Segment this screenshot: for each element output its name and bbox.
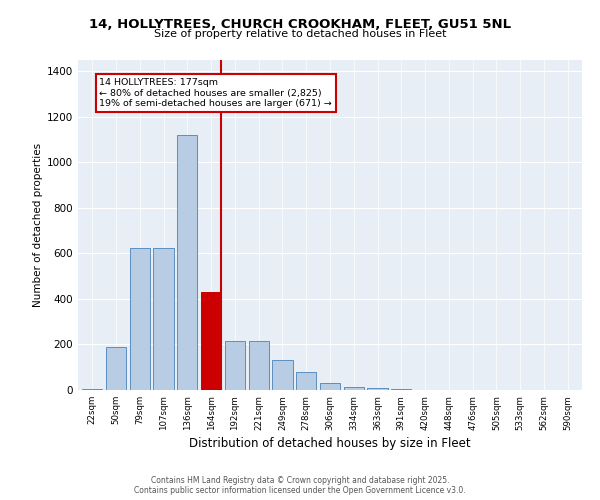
Y-axis label: Number of detached properties: Number of detached properties: [33, 143, 43, 307]
Bar: [177, 135, 197, 390]
Bar: [272, 360, 293, 390]
X-axis label: Distribution of detached houses by size in Fleet: Distribution of detached houses by size …: [189, 436, 471, 450]
Bar: [82, 389, 103, 390]
Bar: [201, 292, 221, 390]
Text: Size of property relative to detached houses in Fleet: Size of property relative to detached ho…: [154, 29, 446, 39]
Text: 14, HOLLYTREES, CHURCH CROOKHAM, FLEET, GU51 5NL: 14, HOLLYTREES, CHURCH CROOKHAM, FLEET, …: [89, 18, 511, 30]
Text: 14 HOLLYTREES: 177sqm
← 80% of detached houses are smaller (2,825)
19% of semi-d: 14 HOLLYTREES: 177sqm ← 80% of detached …: [100, 78, 332, 108]
Bar: [296, 372, 316, 390]
Bar: [130, 248, 150, 390]
Bar: [367, 388, 388, 390]
Bar: [344, 386, 364, 390]
Text: Contains HM Land Registry data © Crown copyright and database right 2025.
Contai: Contains HM Land Registry data © Crown c…: [134, 476, 466, 495]
Bar: [106, 347, 126, 390]
Bar: [320, 383, 340, 390]
Bar: [225, 341, 245, 390]
Bar: [248, 341, 269, 390]
Bar: [154, 248, 173, 390]
